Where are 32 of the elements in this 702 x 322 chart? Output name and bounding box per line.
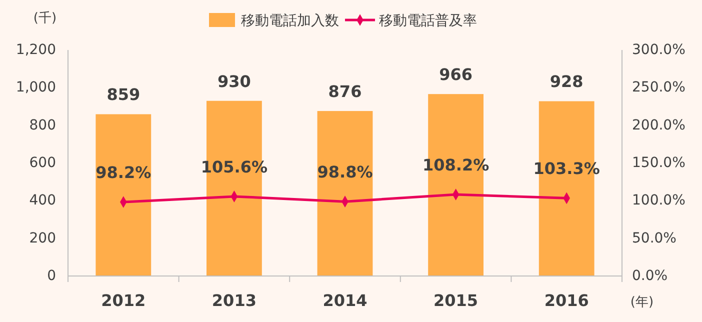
data-label: 930 xyxy=(217,72,251,91)
y-tick-label: 800 xyxy=(29,117,56,134)
y2-tick-label: 200.0% xyxy=(632,117,686,134)
legend-label: 移動電話加入数 xyxy=(241,12,339,29)
data-label: 98.8% xyxy=(317,162,373,182)
y-tick-label: 0 xyxy=(47,268,56,284)
x-tick-label: 2012 xyxy=(101,291,146,310)
y-tick-label: 200 xyxy=(29,230,56,246)
x-tick-label: 2013 xyxy=(212,291,256,310)
bar xyxy=(317,111,373,276)
y2-tick-label: 250.0% xyxy=(632,80,686,96)
data-label: 859 xyxy=(106,85,140,104)
y2-tick-label: 150.0% xyxy=(632,155,686,171)
y2-tick-label: 300.0% xyxy=(632,42,686,58)
data-label: 966 xyxy=(439,65,473,84)
y2-tick-label: 100.0% xyxy=(632,192,686,209)
y-tick-label: 600 xyxy=(29,155,56,171)
legend-label: 移動電話普及率 xyxy=(379,12,477,29)
x-tick-label: 2015 xyxy=(434,291,478,310)
x-tick-label: 2014 xyxy=(322,291,368,310)
data-label: 876 xyxy=(328,82,362,102)
bar xyxy=(96,114,152,276)
data-label: 928 xyxy=(550,72,584,92)
y-tick-label: 400 xyxy=(29,192,56,209)
y2-tick-label: 50.0% xyxy=(632,230,676,246)
y-tick-label: 1,000 xyxy=(16,80,56,96)
y-axis-title: (千) xyxy=(33,11,57,26)
y2-tick-label: 0.0% xyxy=(632,268,668,284)
data-label: 98.2% xyxy=(96,163,152,182)
y-tick-label: 1,200 xyxy=(16,42,56,58)
x-axis-title: (年) xyxy=(630,295,654,310)
x-tick-label: 2016 xyxy=(544,291,589,310)
